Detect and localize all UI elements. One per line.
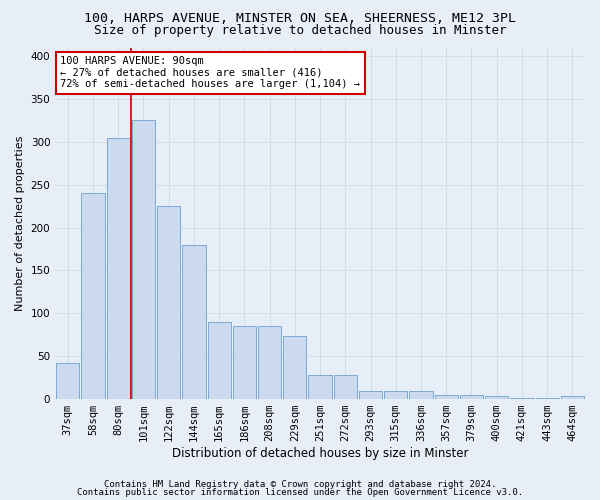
Bar: [460, 395, 483, 399]
Bar: [82, 194, 104, 399]
Bar: [359, 390, 382, 399]
Text: Contains HM Land Registry data © Crown copyright and database right 2024.: Contains HM Land Registry data © Crown c…: [104, 480, 496, 489]
Bar: [258, 326, 281, 399]
Bar: [233, 326, 256, 399]
Bar: [157, 206, 181, 399]
Text: 100, HARPS AVENUE, MINSTER ON SEA, SHEERNESS, ME12 3PL: 100, HARPS AVENUE, MINSTER ON SEA, SHEER…: [84, 12, 516, 26]
Bar: [561, 396, 584, 399]
Text: Contains public sector information licensed under the Open Government Licence v3: Contains public sector information licen…: [77, 488, 523, 497]
Bar: [434, 395, 458, 399]
Bar: [511, 398, 533, 399]
Bar: [536, 398, 559, 399]
Bar: [334, 375, 357, 399]
X-axis label: Distribution of detached houses by size in Minster: Distribution of detached houses by size …: [172, 447, 469, 460]
Bar: [409, 390, 433, 399]
Bar: [107, 138, 130, 399]
Text: Size of property relative to detached houses in Minster: Size of property relative to detached ho…: [94, 24, 506, 37]
Bar: [308, 375, 332, 399]
Y-axis label: Number of detached properties: Number of detached properties: [15, 136, 25, 311]
Bar: [208, 322, 231, 399]
Bar: [132, 120, 155, 399]
Bar: [182, 244, 206, 399]
Text: 100 HARPS AVENUE: 90sqm
← 27% of detached houses are smaller (416)
72% of semi-d: 100 HARPS AVENUE: 90sqm ← 27% of detache…: [61, 56, 361, 90]
Bar: [56, 363, 79, 399]
Bar: [384, 390, 407, 399]
Bar: [283, 336, 307, 399]
Bar: [485, 396, 508, 399]
